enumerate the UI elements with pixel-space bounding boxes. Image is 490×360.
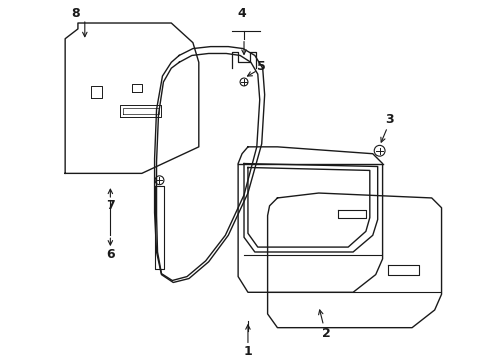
Text: 1: 1 bbox=[244, 345, 252, 358]
Text: 7: 7 bbox=[106, 199, 115, 212]
Text: 5: 5 bbox=[257, 60, 266, 73]
Text: 6: 6 bbox=[106, 248, 115, 261]
Text: 2: 2 bbox=[322, 327, 331, 340]
Text: 4: 4 bbox=[238, 7, 246, 20]
Text: 8: 8 bbox=[72, 7, 80, 20]
Text: 3: 3 bbox=[385, 113, 394, 126]
